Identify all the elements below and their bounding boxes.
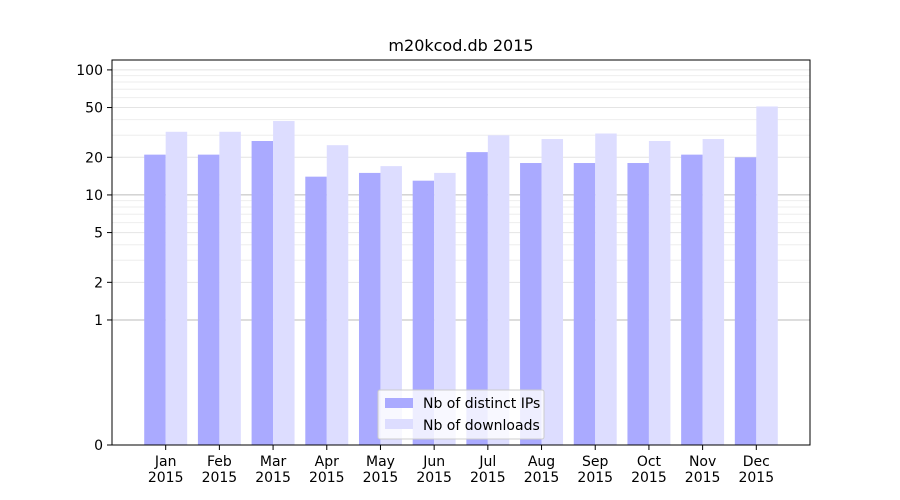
- bars: [144, 106, 778, 446]
- x-tick-label: Aug 2015: [524, 454, 560, 486]
- bar-downloads: [434, 172, 456, 445]
- bar-distinct-ips: [358, 172, 381, 445]
- bar-downloads: [541, 139, 564, 445]
- plot-frame: [111, 59, 811, 446]
- legend-label-downloads: Nb of downloads: [423, 418, 540, 434]
- bar-distinct-ips: [627, 163, 649, 445]
- bar-downloads: [595, 133, 617, 445]
- bar-downloads: [326, 145, 349, 445]
- legend: Nb of distinct IPs Nb of downloads: [377, 389, 545, 440]
- y-tick-label: 100: [76, 63, 103, 79]
- bar-downloads: [165, 131, 188, 445]
- x-tick-label: Oct 2015: [631, 454, 667, 486]
- bar-downloads: [273, 121, 295, 446]
- bar-distinct-ips: [520, 163, 542, 445]
- x-tick-label: Dec 2015: [738, 454, 774, 486]
- legend-label-ips: Nb of distinct IPs: [423, 396, 540, 412]
- y-tick-label: 10: [85, 188, 103, 204]
- bar-downloads: [756, 106, 778, 445]
- bar-distinct-ips: [305, 176, 327, 445]
- x-tick-label: Sep 2015: [577, 454, 613, 486]
- bar-distinct-ips: [681, 154, 703, 446]
- x-tick-label: Mar 2015: [255, 454, 291, 486]
- bar-distinct-ips: [412, 180, 435, 445]
- bar-downloads: [380, 166, 402, 445]
- y-tick-label: 50: [85, 101, 103, 117]
- bar-distinct-ips: [734, 157, 757, 445]
- x-tick-label: Feb 2015: [202, 454, 238, 486]
- legend-swatch-ips: [385, 398, 413, 408]
- bar-distinct-ips: [466, 152, 488, 445]
- bar-distinct-ips: [251, 140, 274, 445]
- bar-downloads: [702, 139, 725, 445]
- bar-distinct-ips: [197, 154, 220, 446]
- bar-distinct-ips: [573, 163, 596, 445]
- bar-distinct-ips: [144, 154, 166, 446]
- x-tick-label: Jun 2015: [416, 454, 452, 486]
- y-tick-label: 20: [85, 150, 103, 166]
- x-tick-label: Nov 2015: [685, 454, 721, 486]
- x-tick-label: May 2015: [363, 454, 399, 486]
- legend-swatch-downloads: [385, 419, 413, 429]
- x-axis: Jan 2015 Feb 2015 Mar 2015 Apr 2015 May 2015 Jun 20…: [148, 445, 774, 486]
- x-tick-label: Jul 2015: [470, 454, 506, 486]
- x-tick-label: Jan 2015: [148, 454, 184, 486]
- y-tick-label: 2: [94, 275, 103, 291]
- y-tick-label: 1: [94, 313, 103, 329]
- y-axis: 0 1 2 5 10 20 50 100: [76, 63, 112, 454]
- bar-downloads: [648, 140, 671, 445]
- y-tick-label: 5: [94, 226, 103, 242]
- bar-downloads: [219, 131, 241, 445]
- chart-title: m20kcod.db 2015: [388, 36, 533, 55]
- y-tick-label: 0: [94, 438, 103, 454]
- bar-downloads: [487, 135, 510, 445]
- x-tick-label: Apr 2015: [309, 454, 345, 486]
- legend-box: [377, 389, 545, 440]
